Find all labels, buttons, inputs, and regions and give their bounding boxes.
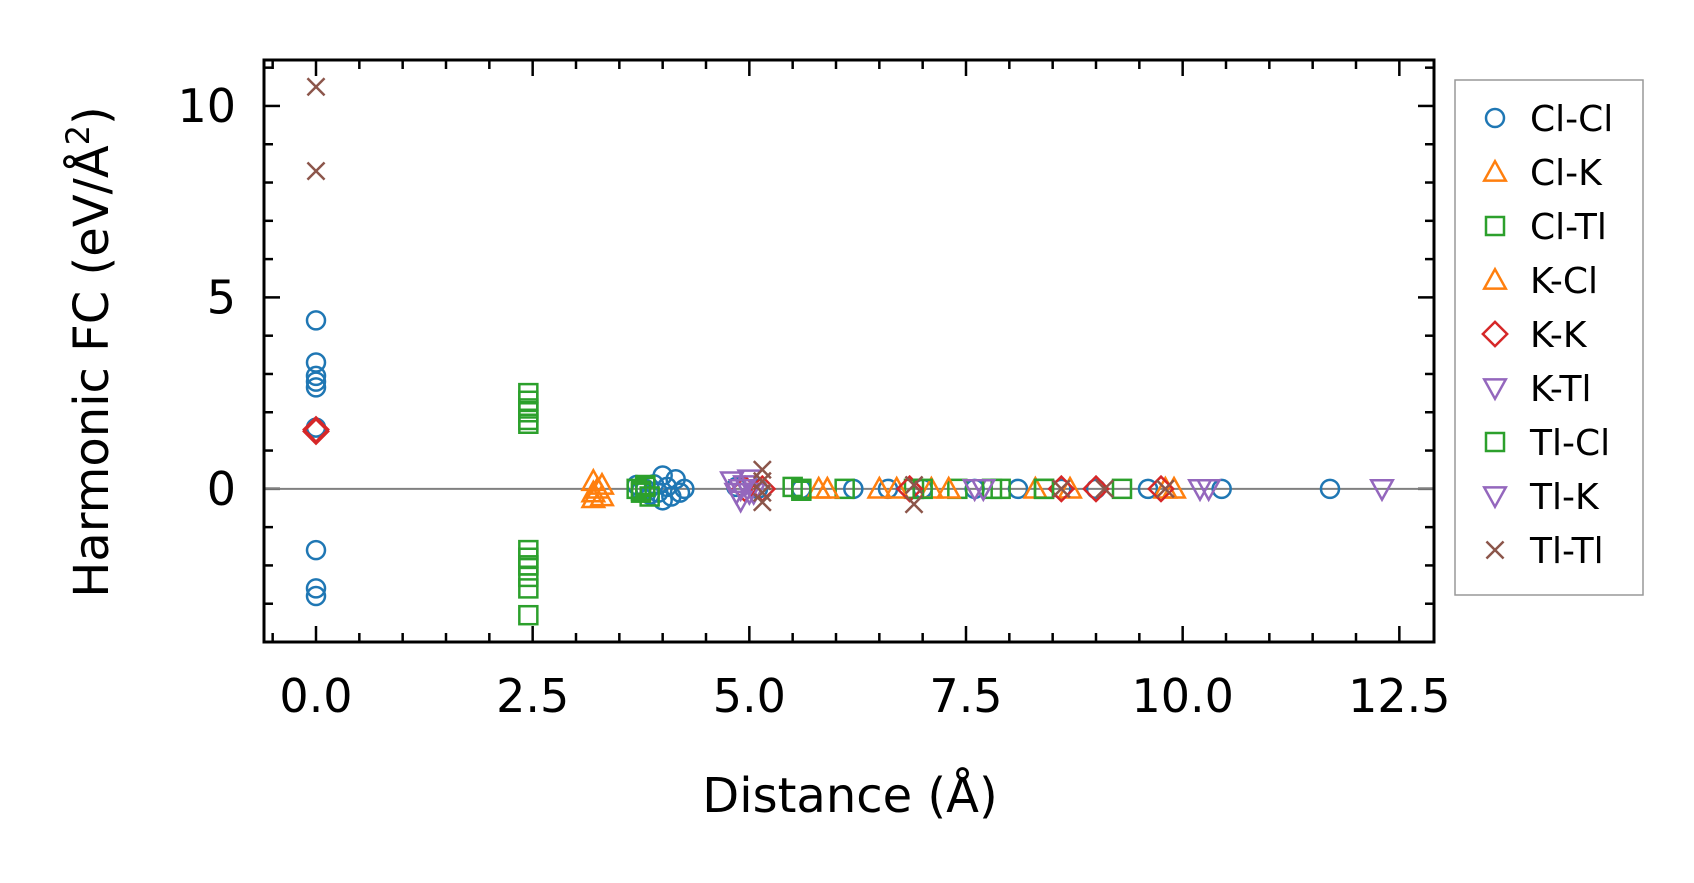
y-tick-label: 5 xyxy=(207,270,236,324)
legend-marker xyxy=(1481,320,1509,348)
data-point xyxy=(518,390,539,412)
data-point xyxy=(306,161,326,181)
x-axis-ticks xyxy=(271,60,1401,642)
y-tick-label: 0 xyxy=(207,462,236,516)
data-point xyxy=(1057,475,1083,499)
legend-marker xyxy=(1482,378,1508,402)
data-point xyxy=(1155,479,1175,499)
data-point xyxy=(752,492,772,512)
data-point xyxy=(580,479,607,503)
data-point xyxy=(669,482,691,503)
legend-label: Cl-K xyxy=(1530,153,1603,194)
data-point xyxy=(302,417,330,446)
legend-marker xyxy=(1482,266,1508,290)
data-point xyxy=(727,478,754,503)
data-point xyxy=(1187,478,1213,503)
data-point xyxy=(302,415,330,444)
x-tick-label: 12.5 xyxy=(1348,669,1450,723)
data-point xyxy=(518,578,539,599)
data-point xyxy=(1051,479,1071,499)
legend-marker xyxy=(1482,158,1508,182)
legend-label: K-Cl xyxy=(1530,261,1598,302)
data-point xyxy=(883,475,910,499)
data-point xyxy=(674,478,695,500)
data-point xyxy=(1369,478,1395,503)
legend: Cl-Cl Cl-K Cl-Tl K-Cl K-K K-Tl Tl-Cl Tl-K Tl-Tl xyxy=(1454,79,1644,596)
data-point xyxy=(866,475,893,499)
y-axis-label: Harmonic FC (eV/Å2) xyxy=(59,106,120,598)
x-tick-label: 2.5 xyxy=(496,669,569,723)
data-point xyxy=(305,585,327,607)
y-axis-label-close: ) xyxy=(64,106,120,125)
data-points xyxy=(302,77,1395,626)
plot-frame xyxy=(262,58,1436,644)
data-point xyxy=(814,475,841,499)
legend-label: Tl-Tl xyxy=(1529,531,1604,572)
data-point xyxy=(1319,478,1341,500)
data-point xyxy=(912,478,933,500)
legend-marker xyxy=(1484,107,1506,129)
legend-marker xyxy=(1485,540,1505,560)
data-point xyxy=(589,471,615,495)
data-point xyxy=(518,402,539,423)
y-axis-label-superscript: 2 xyxy=(59,125,97,145)
data-point xyxy=(935,475,962,499)
data-point xyxy=(518,566,539,588)
data-point xyxy=(1211,478,1232,500)
data-point xyxy=(1095,479,1115,499)
x-tick-label: 7.5 xyxy=(929,669,1002,723)
legend-label: Cl-Tl xyxy=(1530,207,1607,248)
legend-items: Cl-Cl Cl-K Cl-Tl K-Cl K-K K-Tl Tl-Cl Tl-K Tl-Tl xyxy=(1481,99,1613,572)
x-tick-label: 0.0 xyxy=(279,669,352,723)
data-point xyxy=(904,494,924,514)
data-point xyxy=(752,483,772,503)
data-point xyxy=(1111,478,1133,500)
legend-label: K-K xyxy=(1530,315,1588,356)
data-point xyxy=(630,480,652,502)
data-point xyxy=(518,547,539,569)
data-point xyxy=(791,478,812,500)
x-axis-label: Distance (Å) xyxy=(702,767,997,824)
legend-label: Tl-Cl xyxy=(1529,423,1610,464)
legend-marker xyxy=(1484,215,1506,237)
data-point xyxy=(1033,478,1055,500)
y-axis-label-main: Harmonic FC (eV/Å xyxy=(63,145,120,598)
x-tick-label: 5.0 xyxy=(713,669,786,723)
data-point xyxy=(306,77,326,97)
data-point xyxy=(518,604,539,626)
data-point xyxy=(518,413,539,434)
data-point xyxy=(580,485,607,509)
data-point xyxy=(1082,474,1110,503)
legend-label: K-Tl xyxy=(1530,369,1592,410)
data-point xyxy=(970,478,997,503)
data-point xyxy=(727,490,754,514)
data-point xyxy=(305,310,327,331)
data-point xyxy=(305,371,327,392)
data-point xyxy=(305,377,327,398)
data-point xyxy=(635,476,656,498)
legend-label: Cl-Cl xyxy=(1530,99,1613,140)
data-point xyxy=(834,478,855,500)
legend-label: Tl-K xyxy=(1529,477,1600,518)
legend-marker xyxy=(1484,431,1506,453)
data-point xyxy=(305,539,327,561)
y-axis-ticks xyxy=(264,66,1434,644)
data-point xyxy=(1137,478,1159,500)
data-point xyxy=(305,578,327,599)
x-tick-labels: 0.0 2.5 5.0 7.5 10.0 12.5 xyxy=(279,669,1450,723)
data-point xyxy=(305,365,327,387)
data-point xyxy=(904,475,924,495)
data-point xyxy=(518,555,539,576)
x-tick-label: 10.0 xyxy=(1131,669,1233,723)
y-tick-label: 10 xyxy=(177,79,236,133)
legend-marker xyxy=(1482,486,1508,510)
y-tick-labels: 0 5 10 xyxy=(177,79,236,516)
